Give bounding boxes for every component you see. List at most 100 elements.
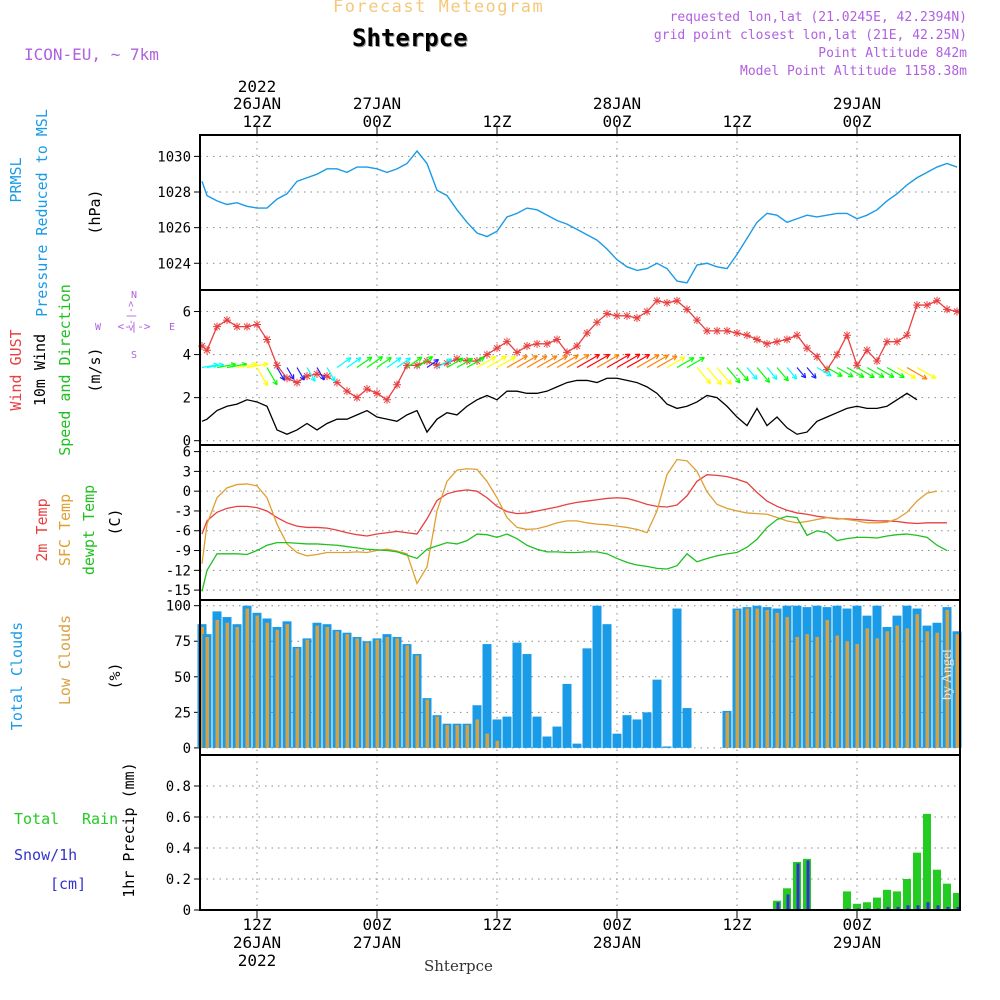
cloud-low-bar [395, 638, 399, 748]
wind-gust-marker [223, 316, 231, 325]
wind-direction-arrow [336, 357, 352, 368]
wind-direction-arrow [416, 356, 433, 368]
precip-rain-bar [933, 869, 941, 910]
pressure-line [201, 149, 958, 284]
wind-direction-arrow [896, 366, 916, 379]
wind-gust-marker [593, 318, 601, 327]
wind-direction-arrow [566, 354, 590, 369]
wind-direction-arrow [666, 356, 686, 369]
cloud-low-bar [785, 617, 789, 748]
wind-gust-marker [663, 298, 671, 307]
bottom-date-label: 29JAN [833, 933, 881, 952]
pressure-frame [199, 134, 961, 291]
wind-direction-arrow [706, 367, 722, 386]
cloud-total-bar [662, 746, 672, 748]
wind-direction-arrowhead [624, 353, 631, 359]
wind-direction-arrowhead [735, 377, 741, 384]
wind-ytick-label: 0 [183, 434, 191, 450]
cloud-low-bar [445, 725, 449, 748]
wind-gust-marker [693, 316, 701, 325]
top-time-label: 12Z [243, 112, 272, 131]
wind-gust-marker [233, 322, 241, 331]
wind-direction-arrowhead [386, 356, 392, 363]
wind-direction-arrow [776, 367, 789, 382]
precip-snow-bar [956, 906, 960, 910]
precip-snow-bar [786, 894, 790, 910]
top-date-label: 28JAN [593, 94, 641, 113]
wind-direction-arrowhead [490, 356, 497, 362]
wind-gust-marker [273, 361, 281, 370]
cloud-low-bar [200, 627, 204, 748]
cloud-low-bar [325, 627, 329, 748]
pressure-unit-label: (hPa) [86, 189, 104, 234]
wind-direction-arrowhead [716, 379, 723, 386]
wind-direction-arrowhead [510, 356, 517, 362]
wind-direction-arrow [296, 367, 305, 381]
wind-direction-arrowhead [573, 354, 579, 360]
wind-direction-arrowhead [377, 356, 384, 362]
precip-rain-bar [873, 897, 881, 910]
wind-direction-arrow [246, 363, 269, 369]
cloud-low-bar [295, 648, 299, 748]
bottom-date-label: 27JAN [353, 933, 401, 952]
precip-rain-bar [893, 891, 901, 910]
bottom-time-label: 12Z [723, 915, 752, 934]
pressure-ytick-label: 1024 [157, 256, 191, 272]
precip-rain-bar [863, 902, 871, 910]
cloud-low-bar [245, 608, 249, 748]
compass-arrows: <-|-> [117, 320, 150, 333]
cloud-low-bar [365, 642, 369, 748]
wind-direction-arrow [816, 366, 832, 377]
precip-snow-bar [946, 906, 950, 910]
cloud-low-bar [765, 609, 769, 748]
wind-gust-marker [373, 389, 381, 398]
wind-direction-arrowhead [899, 372, 905, 379]
wind-direction-arrowhead [826, 371, 832, 377]
wind-gust-marker [623, 311, 631, 320]
precip-rain-bar [913, 852, 921, 910]
pressure-ytick-label: 1030 [157, 149, 191, 165]
wind-direction-label: Speed and Direction [56, 284, 74, 456]
location-title: Shterpce [352, 24, 468, 52]
wind-direction-arrow [496, 356, 516, 369]
cloud-total-bar [622, 715, 632, 748]
wind-direction-arrow [736, 367, 749, 382]
wind-direction-arrowhead [551, 355, 558, 361]
cloud-low-bar [945, 609, 949, 748]
wind-direction-arrow [606, 353, 631, 369]
pressure-grid [194, 135, 960, 290]
precip-axis-label: 1hr Precip (mm) [120, 762, 138, 897]
temp-ytick-label: -6 [174, 524, 191, 540]
wind-gust-marker [703, 326, 711, 335]
precip-rain-bar [923, 813, 931, 910]
bottom-time-label: 12Z [483, 915, 512, 934]
wind-direction-arrowhead [791, 373, 798, 380]
precip-rain-label: Rain [82, 810, 118, 828]
wind-direction-arrow [656, 355, 678, 369]
precip-ytick-label: 0.4 [166, 841, 191, 857]
top-time-label: 00Z [603, 112, 632, 131]
precip-ytick-label: 0.2 [166, 872, 191, 888]
model-label: ICON-EU, ~ 7km [24, 45, 159, 64]
cloud-low-bar [745, 608, 749, 748]
wind-direction-arrow [716, 367, 732, 385]
wind-direction-arrow [526, 355, 548, 369]
wind-direction-arrow [856, 366, 875, 379]
cloud-low-bar [215, 619, 219, 748]
cloud-total-bar [522, 654, 532, 748]
cloud-low-bar [205, 636, 209, 748]
compass-vertical-arrows: <-|-> [126, 301, 137, 331]
top-date-label: 26JAN [233, 94, 281, 113]
wind-direction-arrow [616, 353, 641, 369]
top-time-label: 12Z [723, 112, 752, 131]
wind-gust-marker [943, 305, 951, 314]
wind-direction-arrowhead [671, 355, 678, 361]
wind-direction-arrowhead [479, 356, 485, 363]
wind-gust-marker [613, 311, 621, 320]
wind-gust-marker [913, 301, 921, 310]
wind-gust-marker [863, 346, 871, 355]
wind-direction-arrowhead [604, 353, 611, 360]
wind-gust-marker [573, 341, 581, 350]
cloud-low-bar [925, 631, 929, 748]
wind-direction-arrow [846, 366, 865, 378]
